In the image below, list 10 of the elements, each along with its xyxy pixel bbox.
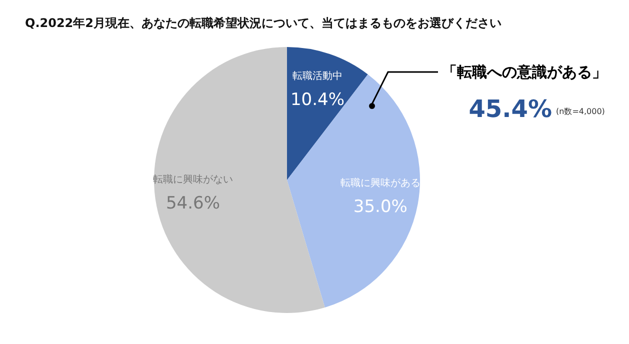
text: 45.4%: [468, 95, 552, 123]
data-label: 10.4%: [290, 90, 344, 110]
slice-label: 転職に興味がない: [152, 174, 233, 186]
text: (n数=4,000): [556, 107, 605, 116]
data-label: 54.6%: [166, 194, 220, 214]
data-label: 35.0%: [353, 197, 408, 218]
slice-label: 転職に興味がある: [340, 177, 420, 190]
text: 「転職への意識がある」: [442, 63, 607, 81]
chart-title: Q.2022年2月現在、あなたの転職希望状況について、当てはまるものをお選びください: [25, 16, 502, 30]
slice-label: 転職活動中: [292, 70, 342, 82]
